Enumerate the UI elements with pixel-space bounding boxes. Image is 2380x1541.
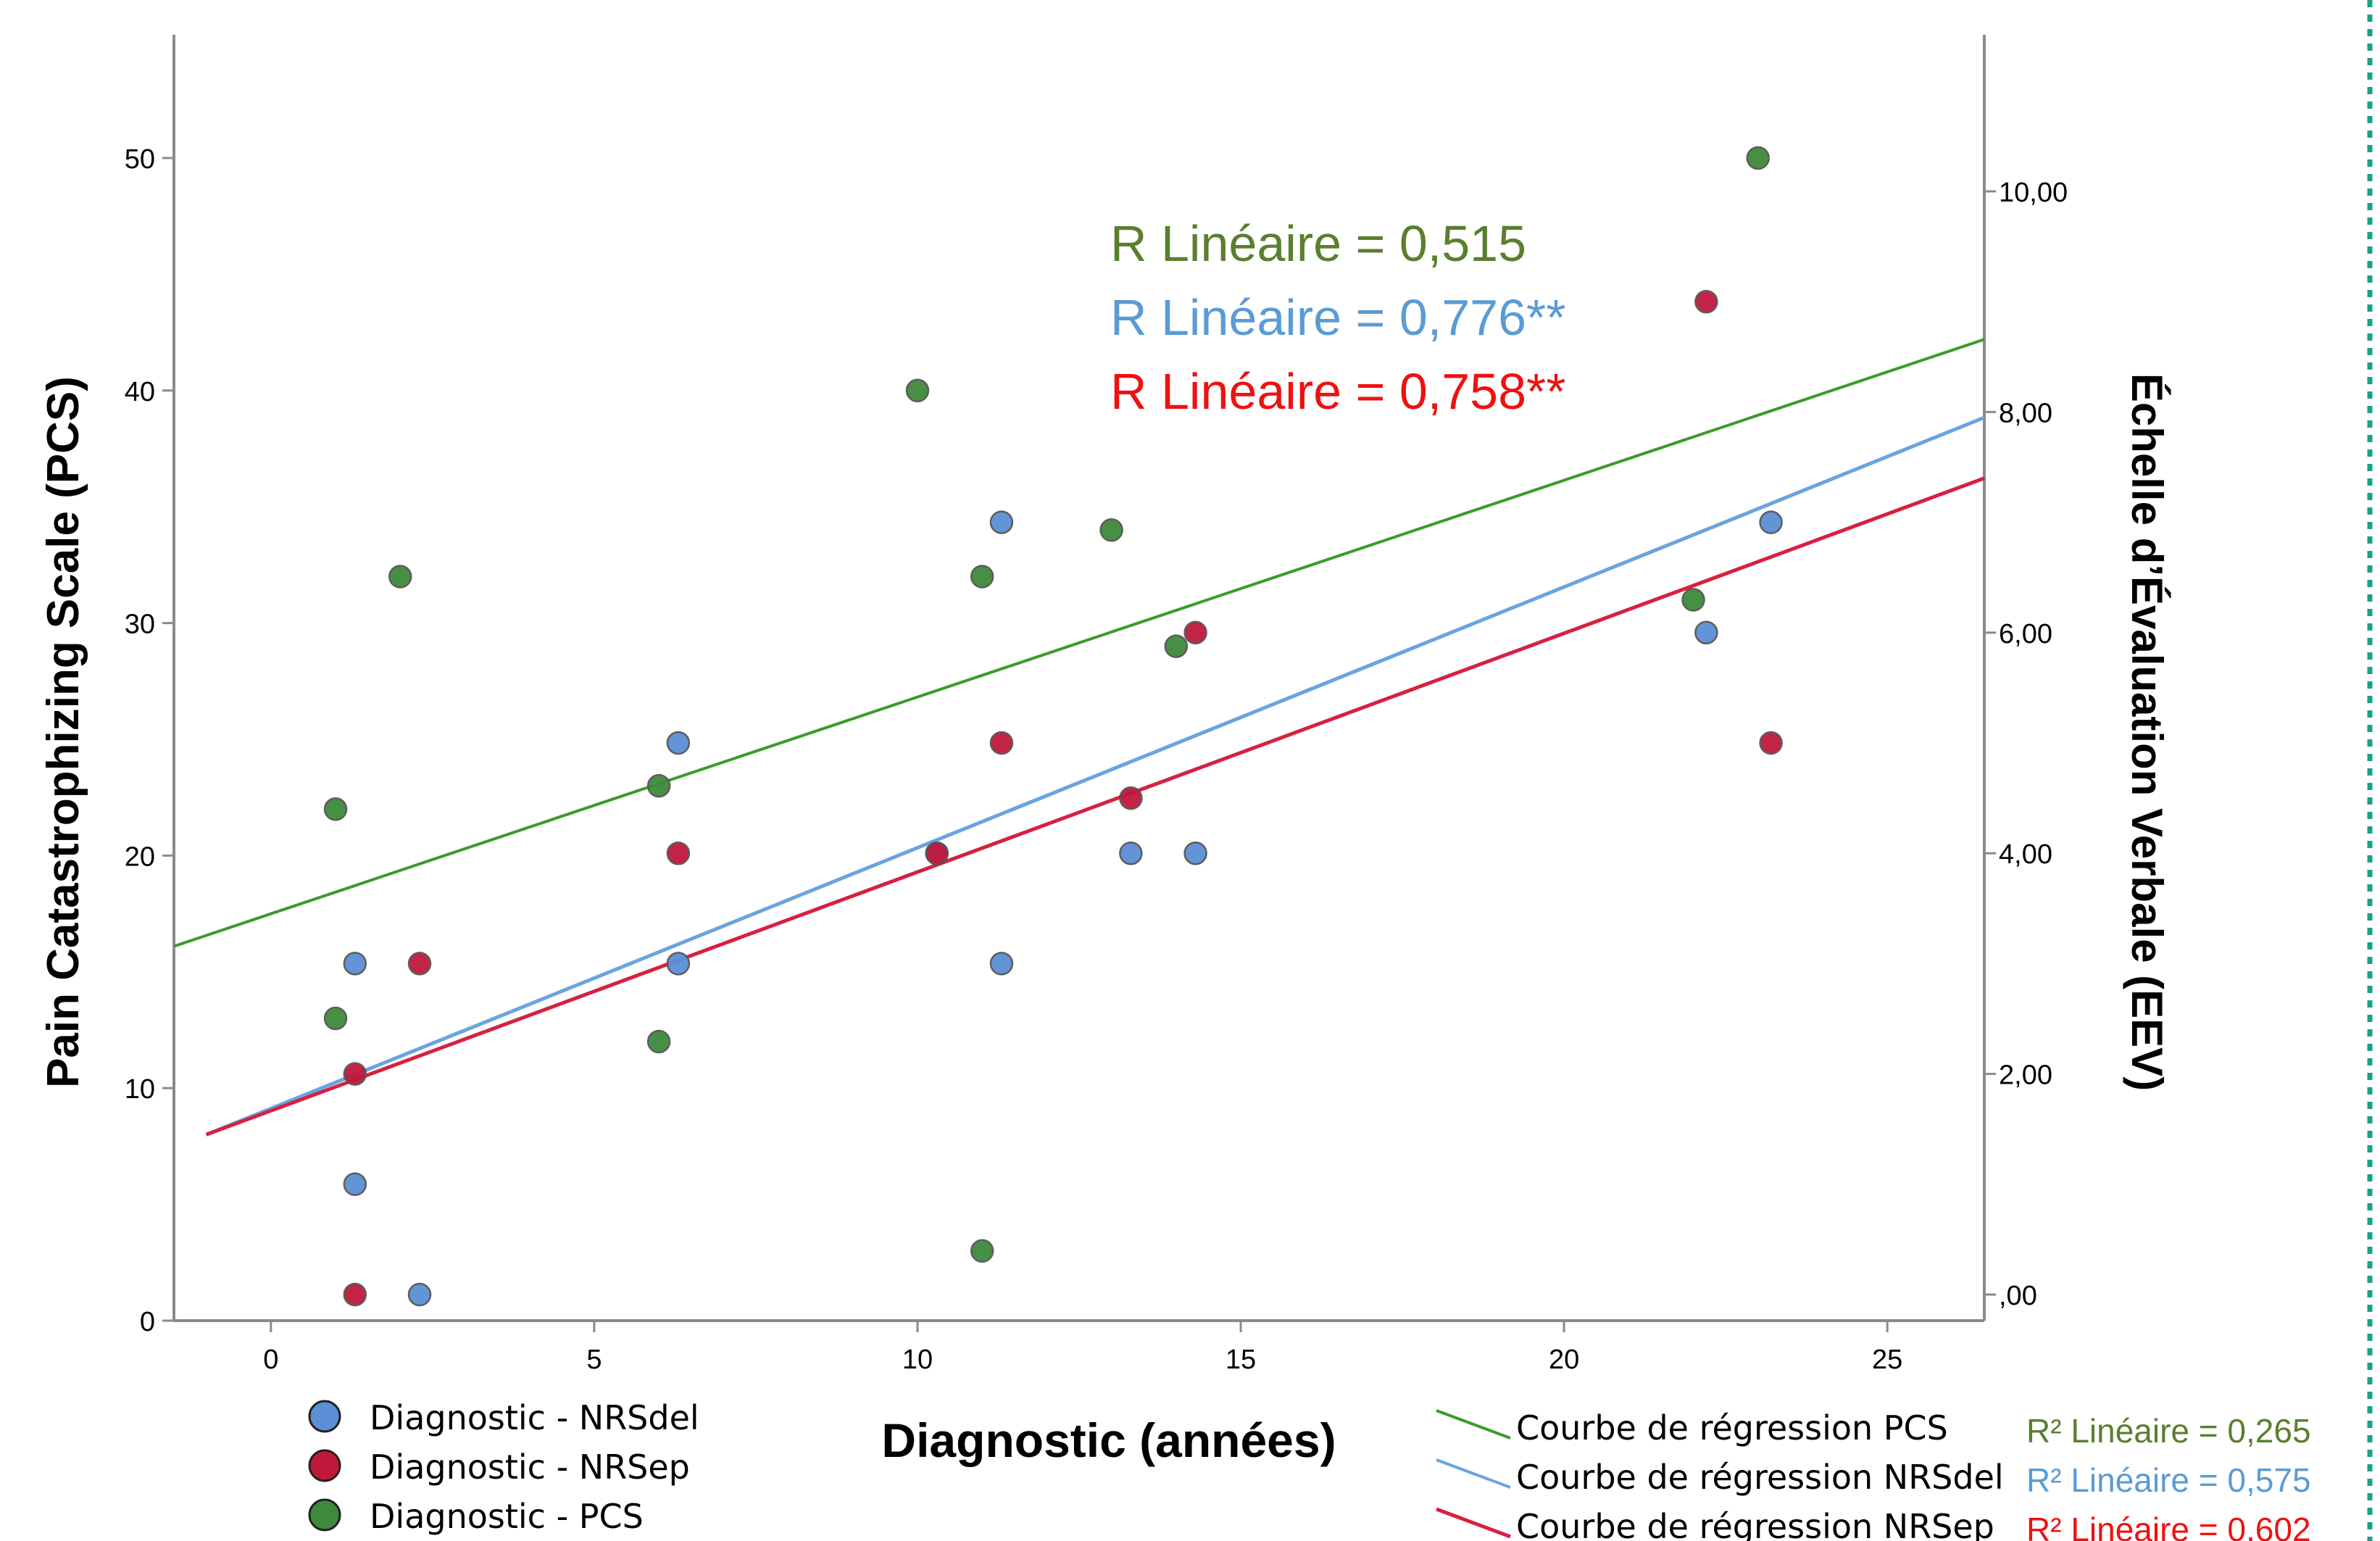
legend-item-reg-nrsep: Courbe de régression NRSep R² Linéaire =… (1436, 1507, 2311, 1541)
data-point-pcs (323, 1006, 348, 1031)
y2-tick-label: 6,00 (1999, 619, 2052, 649)
y-tick-label: 0 (140, 1307, 155, 1337)
r-nrsdel-annotation: R Linéaire = 0,776** (1110, 289, 1566, 346)
data-point-nrsdel (1119, 841, 1143, 865)
y-tick-label: 30 (125, 610, 155, 640)
data-point-nrsep (666, 841, 691, 865)
y-axis-title: Pain Catastrophizing Scale (PCS) (38, 376, 88, 1088)
y2-tick-label: 8,00 (1999, 398, 2052, 428)
scatter-points (323, 146, 1783, 1307)
r2-nrsep-label: R² Linéaire = 0,602 (2026, 1511, 2311, 1541)
y2-axis-ticks: ,00 2,00 4,00 6,00 8,00 10,00 (1984, 178, 2068, 1311)
data-point-nrsdel (1759, 510, 1783, 534)
y2-tick-label: 4,00 (1999, 839, 2052, 870)
legend-label-reg-pcs: Courbe de régression PCS (1516, 1408, 1948, 1447)
legend-marker-nrsdel (308, 1400, 341, 1433)
data-point-nrsep (925, 841, 949, 865)
y-tick-label: 50 (125, 144, 155, 175)
r2-nrsdel-label: R² Linéaire = 0,575 (2026, 1461, 2311, 1499)
legend-item-nrsdel: Diagnostic - NRSdel (308, 1398, 699, 1437)
data-point-nrsdel (1183, 841, 1207, 865)
data-point-nrsdel (1694, 620, 1718, 645)
data-point-pcs (1164, 634, 1189, 658)
y2-tick-label: 2,00 (1999, 1060, 2052, 1091)
regression-line-nrsep (205, 476, 1985, 1137)
legend-label-nrsep: Diagnostic - NRSep (370, 1447, 690, 1487)
data-point-pcs (1099, 518, 1123, 542)
data-point-nrsdel (407, 1282, 432, 1307)
plot-frame (172, 35, 1986, 1322)
data-point-nrsdel (343, 1172, 367, 1197)
legend-line-nrsdel (1436, 1458, 1511, 1489)
data-point-nrsdel (666, 731, 691, 755)
y-axis-ticks: 0 10 20 30 40 50 (125, 144, 174, 1337)
data-point-pcs (388, 565, 412, 589)
x-tick-label: 0 (263, 1345, 278, 1375)
legend-line-pcs (1436, 1409, 1511, 1440)
x-tick-label: 5 (586, 1345, 602, 1375)
data-point-pcs (905, 378, 930, 403)
data-point-nrsdel (989, 952, 1014, 976)
data-point-nrsep (1119, 786, 1143, 810)
regression-line-pcs (173, 338, 1985, 948)
legend-marker-nrsep (308, 1449, 341, 1482)
data-point-pcs (1681, 588, 1705, 612)
y-tick-label: 10 (125, 1074, 155, 1105)
data-point-nrsdel (989, 510, 1014, 534)
y2-axis-title: Échelle d’Évaluation Verbale (EEV) (2123, 373, 2171, 1091)
data-point-nrsep (1694, 289, 1718, 314)
legend-line-nrsep (1436, 1507, 1511, 1539)
legend-item-reg-pcs: Courbe de régression PCS R² Linéaire = 0… (1436, 1408, 2311, 1450)
regression-legend: Courbe de régression PCS R² Linéaire = 0… (1436, 1408, 2311, 1541)
legend-item-nrsep: Diagnostic - NRSep (308, 1447, 690, 1487)
data-point-nrsep (989, 731, 1014, 755)
y-tick-label: 20 (125, 842, 155, 872)
data-point-nrsep (1183, 620, 1207, 645)
legend-item-pcs: Diagnostic - PCS (308, 1497, 644, 1536)
data-point-nrsep (343, 1062, 367, 1086)
legend-label-pcs: Diagnostic - PCS (370, 1497, 644, 1536)
data-point-nrsep (1759, 731, 1783, 755)
legend-item-reg-nrsdel: Courbe de régression NRSdel R² Linéaire … (1436, 1458, 2311, 1499)
y2-tick-label: 10,00 (1999, 178, 2068, 208)
x-axis-ticks: 0 5 10 15 20 25 (263, 1321, 1902, 1375)
legend-label-reg-nrsep: Courbe de régression NRSep (1516, 1507, 1994, 1541)
legend-marker-pcs (308, 1498, 341, 1532)
data-point-pcs (970, 1239, 994, 1263)
data-point-pcs (970, 565, 994, 589)
legend-label-nrsdel: Diagnostic - NRSdel (370, 1398, 699, 1437)
x-tick-label: 10 (902, 1345, 933, 1375)
r2-pcs-label: R² Linéaire = 0,265 (2026, 1412, 2311, 1450)
r-pcs-annotation: R Linéaire = 0,515 (1110, 215, 1526, 272)
x-tick-label: 25 (1872, 1345, 1902, 1375)
regression-line-nrsdel (205, 415, 1985, 1137)
series-legend: Diagnostic - NRSdel Diagnostic - NRSep D… (308, 1398, 699, 1536)
r-nrsep-annotation: R Linéaire = 0,758** (1110, 363, 1566, 420)
legend-label-reg-nrsdel: Courbe de régression NRSdel (1516, 1458, 2004, 1497)
x-tick-label: 20 (1549, 1345, 1579, 1375)
y-tick-label: 40 (125, 377, 155, 407)
data-point-nrsdel (666, 952, 691, 976)
x-axis-title: Diagnostic (années) (881, 1413, 1336, 1467)
y2-tick-label: ,00 (1999, 1281, 2037, 1311)
data-point-pcs (646, 773, 671, 798)
data-point-nrsep (407, 952, 432, 976)
data-point-nrsdel (343, 952, 367, 976)
data-point-pcs (1746, 146, 1770, 170)
data-point-pcs (323, 797, 348, 821)
data-point-nrsep (343, 1282, 367, 1307)
x-tick-label: 15 (1226, 1345, 1256, 1375)
data-point-pcs (646, 1029, 671, 1054)
regression-lines (173, 338, 1985, 1137)
